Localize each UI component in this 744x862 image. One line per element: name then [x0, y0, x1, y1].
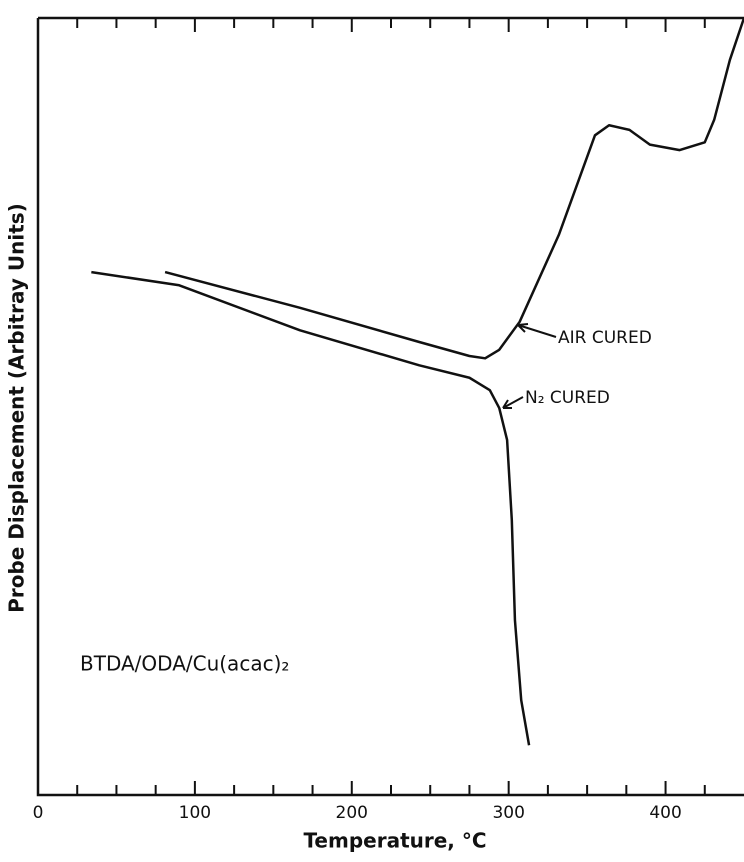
- y-axis-title: Probe Displacement (Arbitray Units): [5, 203, 29, 613]
- annotation-arrow: [502, 396, 524, 409]
- annotation: BTDA/ODA/Cu(acac)₂: [80, 652, 289, 676]
- x-tick-label: 300: [492, 803, 524, 823]
- annotation-arrow: [517, 323, 557, 338]
- x-tick-label: 0: [33, 803, 44, 823]
- axes-frame: [36, 16, 744, 797]
- annotation: AIR CURED: [558, 328, 652, 348]
- x-axis-title: Temperature, °C: [303, 829, 486, 853]
- annotation: N₂ CURED: [525, 388, 610, 408]
- x-tick-label: 100: [179, 803, 211, 823]
- data-line: [164, 17, 744, 360]
- x-tick-label: 200: [336, 803, 368, 823]
- data-line: [91, 270, 531, 746]
- x-tick-label: 400: [649, 803, 681, 823]
